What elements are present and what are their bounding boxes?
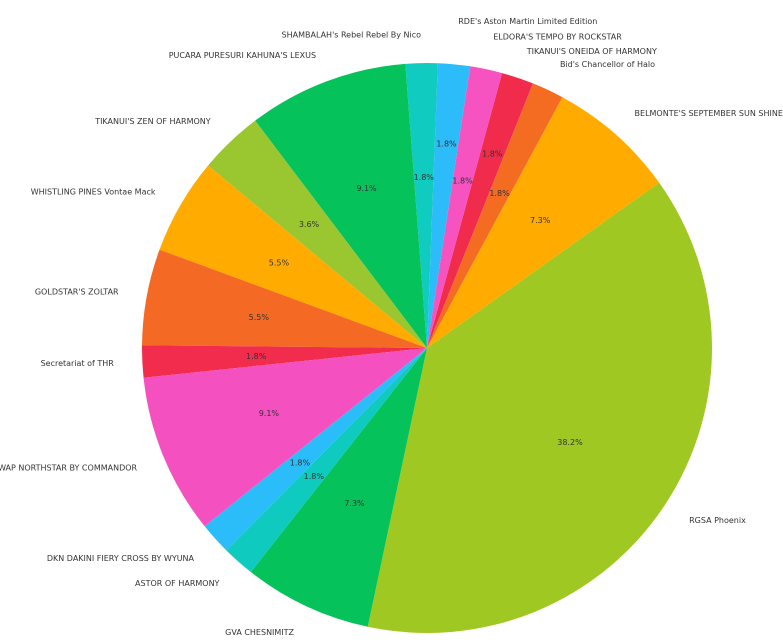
pie-slice [159, 165, 427, 348]
pie-slice [427, 73, 533, 348]
slice-percent-label: 9.1% [259, 409, 280, 418]
pie-slice [142, 345, 427, 378]
pie-slice [405, 63, 438, 349]
pie-slice [427, 83, 563, 349]
pie-slice [427, 63, 471, 349]
slice-percent-label: 7.3% [530, 216, 551, 225]
slice-percent-label: 1.8% [290, 458, 311, 467]
slice-label: RDE's Aston Martin Limited Edition [458, 17, 597, 26]
slice-label: ASTOR OF HARMONY [135, 579, 220, 588]
slice-label: Secretariat of THR [41, 359, 115, 368]
slice-percent-label: 7.3% [344, 499, 365, 508]
pie-slice [367, 182, 713, 633]
slice-percent-label: 1.8% [452, 177, 473, 186]
pie-slice [143, 348, 427, 527]
slice-label: DKN DAKINI FIERY CROSS BY WYUNA [47, 554, 195, 563]
slice-label: RGSA Phoenix [689, 516, 746, 525]
slice-percent-label: 1.8% [304, 472, 325, 481]
slice-label: TIKANUI'S ZEN OF HARMONY [94, 117, 211, 126]
pie-slice [427, 66, 503, 348]
pie-slice [255, 63, 427, 349]
pie-slice [208, 120, 427, 348]
slice-label: GVA CHESNIMITZ [225, 628, 294, 637]
slice-percent-label: 5.5% [249, 313, 270, 322]
pie-slice [250, 348, 427, 627]
slice-label: ELDORA'S TEMPO BY ROCKSTAR [493, 32, 622, 41]
slice-percent-label: 1.8% [246, 352, 267, 361]
slice-percent-label: 1.8% [482, 149, 503, 158]
slice-label: SHAMBALAH's Rebel Rebel By Nico [282, 31, 422, 40]
slice-label: Bid's Chancellor of Halo [560, 60, 655, 69]
slice-label: WHISTLING PINES Vontae Mack [31, 187, 156, 196]
pie-slice [226, 348, 427, 573]
slice-label: WAP NORTHSTAR BY COMMANDOR [0, 463, 138, 472]
pie-slice [427, 97, 660, 349]
slice-percent-label: 1.8% [489, 189, 510, 198]
pie-slice [204, 348, 427, 551]
pie-slice [142, 249, 427, 348]
slice-percent-label: 38.2% [557, 438, 583, 447]
slice-percent-label: 9.1% [356, 184, 377, 193]
slice-label: GOLDSTAR'S ZOLTAR [35, 288, 119, 297]
slice-label: BELMONTE'S SEPTEMBER SUN SHINE [635, 109, 783, 118]
slice-label: PUCARA PURESURI KAHUNA'S LEXUS [169, 51, 316, 60]
slice-label: TIKANUI'S ONEIDA OF HARMONY [526, 47, 657, 56]
slice-percent-label: 1.8% [436, 140, 457, 149]
slice-percent-label: 3.6% [299, 220, 320, 229]
slice-percent-label: 1.8% [414, 173, 435, 182]
slice-percent-label: 5.5% [269, 259, 290, 268]
